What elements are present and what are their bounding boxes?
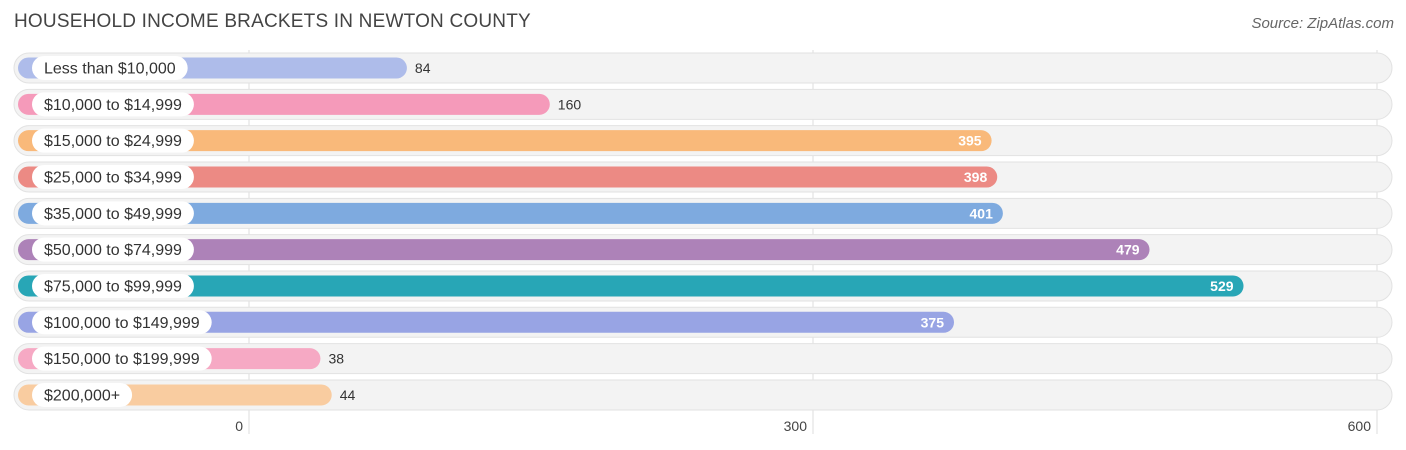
- source-credit: Source: ZipAtlas.com: [1251, 15, 1394, 32]
- category-label: $35,000 to $49,999: [44, 206, 182, 223]
- category-label: $150,000 to $199,999: [44, 351, 200, 368]
- category-label-pill: [32, 201, 194, 226]
- category-label-pill: [32, 346, 212, 371]
- value-label: 395: [958, 133, 982, 149]
- value-label: 529: [1210, 278, 1234, 294]
- bar: [18, 239, 1150, 261]
- bar: [18, 202, 1003, 224]
- category-label: $100,000 to $149,999: [44, 315, 200, 332]
- value-label: 398: [964, 169, 988, 185]
- bar: [18, 166, 998, 188]
- x-tick-label: 600: [1348, 418, 1372, 434]
- category-label-pill: [32, 128, 194, 153]
- category-label: $15,000 to $24,999: [44, 133, 182, 150]
- bar: [18, 275, 1244, 297]
- category-label-pill: [32, 56, 188, 80]
- category-label-pill: [32, 273, 194, 298]
- value-label: 44: [340, 387, 356, 403]
- x-tick-label: 0: [235, 418, 243, 434]
- value-label: 84: [415, 60, 431, 76]
- category-label: $75,000 to $99,999: [44, 278, 182, 295]
- value-label: 375: [921, 314, 945, 330]
- category-label-pill: [32, 237, 194, 262]
- bar: [18, 311, 954, 333]
- x-axis-ticks: 0 300 600: [235, 418, 1371, 434]
- category-label: $200,000+: [44, 387, 120, 404]
- category-label-pill: [32, 382, 133, 407]
- value-label: 479: [1116, 242, 1140, 258]
- chart-title: HOUSEHOLD INCOME BRACKETS IN NEWTON COUN…: [14, 11, 531, 32]
- value-label: 160: [558, 96, 582, 112]
- x-tick-label: 300: [784, 418, 808, 434]
- category-label-pill: [32, 164, 194, 189]
- value-label: 401: [970, 205, 994, 221]
- category-label: $10,000 to $14,999: [44, 97, 182, 114]
- row-track: [13, 379, 1393, 411]
- category-label: $25,000 to $34,999: [44, 169, 182, 186]
- category-label: $50,000 to $74,999: [44, 242, 182, 259]
- chart-rows: Less than $10,000 84 $10,000 to $14,999 160…: [13, 52, 1393, 411]
- category-label: Less than $10,000: [44, 61, 176, 78]
- bar: [18, 130, 992, 152]
- value-label: 38: [328, 351, 344, 367]
- row-track: [13, 343, 1393, 375]
- category-label-pill: [32, 310, 212, 335]
- category-label-pill: [32, 92, 194, 117]
